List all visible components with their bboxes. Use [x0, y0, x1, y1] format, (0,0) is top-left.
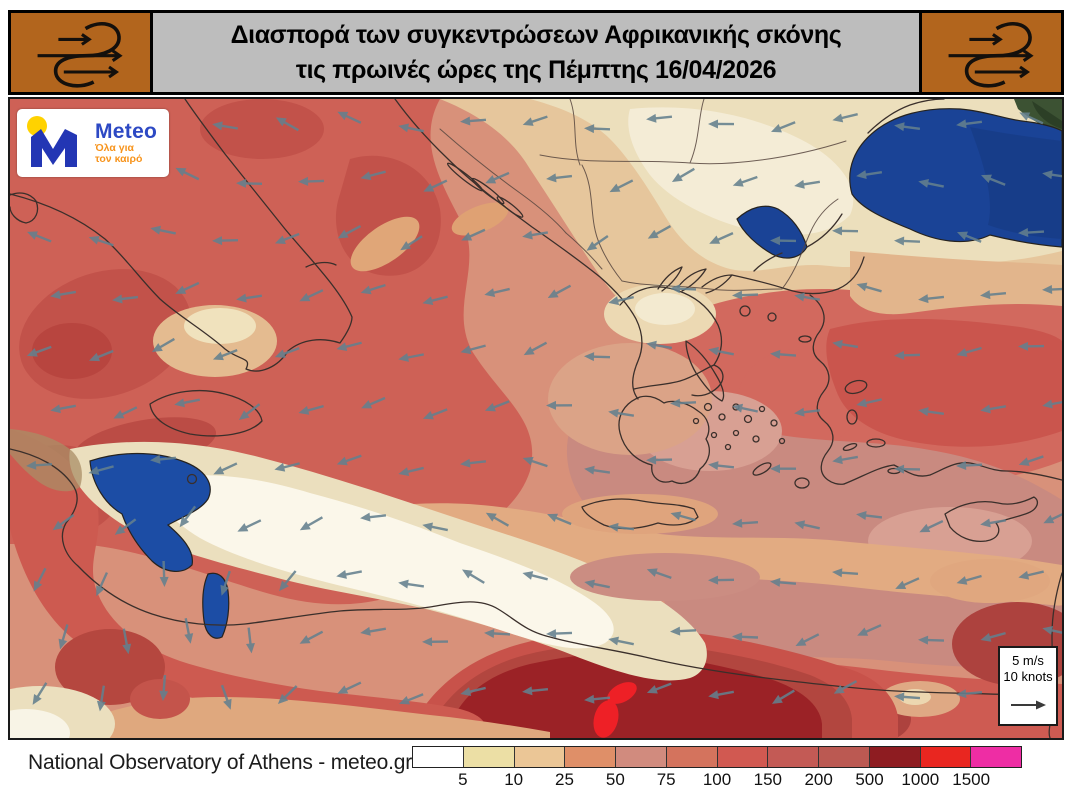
legend-cell	[919, 747, 971, 767]
meteo-logo-icon	[25, 115, 87, 171]
map-canvas	[10, 99, 1062, 738]
wind-scale-arrow-icon	[1011, 700, 1046, 710]
legend-value: 25	[555, 770, 574, 789]
legend-cell	[513, 747, 565, 767]
legend-value: 10	[504, 770, 524, 789]
legend-cell	[665, 747, 717, 767]
m-glyph	[31, 129, 77, 167]
dust-wind-icon	[37, 21, 123, 88]
legend-value: 1500	[952, 770, 991, 789]
header-right-panel	[919, 13, 1061, 92]
title-line-2: τις πρωινές ώρες της Πέμπτης 16/04/2026	[295, 55, 777, 84]
title-line-1: Διασπορά των συγκεντρώσεων Αφρικανικής σ…	[230, 20, 842, 49]
wind-scale-box: 5 m/s 10 knots	[998, 646, 1058, 726]
legend-value: 75	[656, 770, 676, 789]
dust-dispersion-map: Meteo Όλα για τον καιρό 5 m/s 10 knots	[8, 97, 1064, 740]
page-title: Διασπορά των συγκεντρώσεων Αφρικανικής σ…	[153, 13, 919, 92]
logo-tagline-1: Όλα για	[95, 141, 134, 154]
legend-cell	[413, 747, 463, 767]
wind-scale-knots: 10 knots	[1003, 669, 1053, 684]
legend-cell	[818, 747, 869, 767]
legend-value: 200	[804, 770, 833, 789]
concentration-legend-bar	[412, 746, 1022, 768]
legend-value: 1000	[901, 770, 940, 789]
wind-scale-ms: 5 m/s	[1012, 653, 1044, 668]
credit-text: National Observatory of Athens - meteo.g…	[28, 751, 412, 774]
legend-cell	[462, 747, 514, 767]
wind-arrow-field	[26, 111, 1062, 712]
legend-value: 5	[458, 770, 468, 789]
legend-value: 50	[605, 770, 625, 789]
dust-wind-icon	[948, 21, 1034, 88]
legend-cell	[716, 747, 768, 767]
meteo-logo: Meteo Όλα για τον καιρό	[17, 109, 169, 177]
legend-value: 500	[855, 770, 884, 789]
header-left-panel	[11, 13, 153, 92]
legend-cell	[564, 747, 615, 767]
concentration-legend-labels: 5 10 25 50 75 100 150 200 500 1000 1500	[412, 768, 1022, 790]
logo-tagline-2: τον καιρό	[95, 153, 143, 165]
legend-value: 150	[753, 770, 783, 789]
legend-cell	[767, 747, 818, 767]
logo-brand: Meteo	[95, 119, 158, 143]
header-bar: Διασπορά των συγκεντρώσεων Αφρικανικής σ…	[8, 10, 1064, 95]
legend-value: 100	[702, 770, 732, 789]
legend-cell	[868, 747, 920, 767]
legend-cell	[615, 747, 666, 767]
legend-cell	[970, 747, 1021, 767]
concentration-legend: 5 10 25 50 75 100 150 200 500 1000 1500	[412, 746, 1022, 790]
